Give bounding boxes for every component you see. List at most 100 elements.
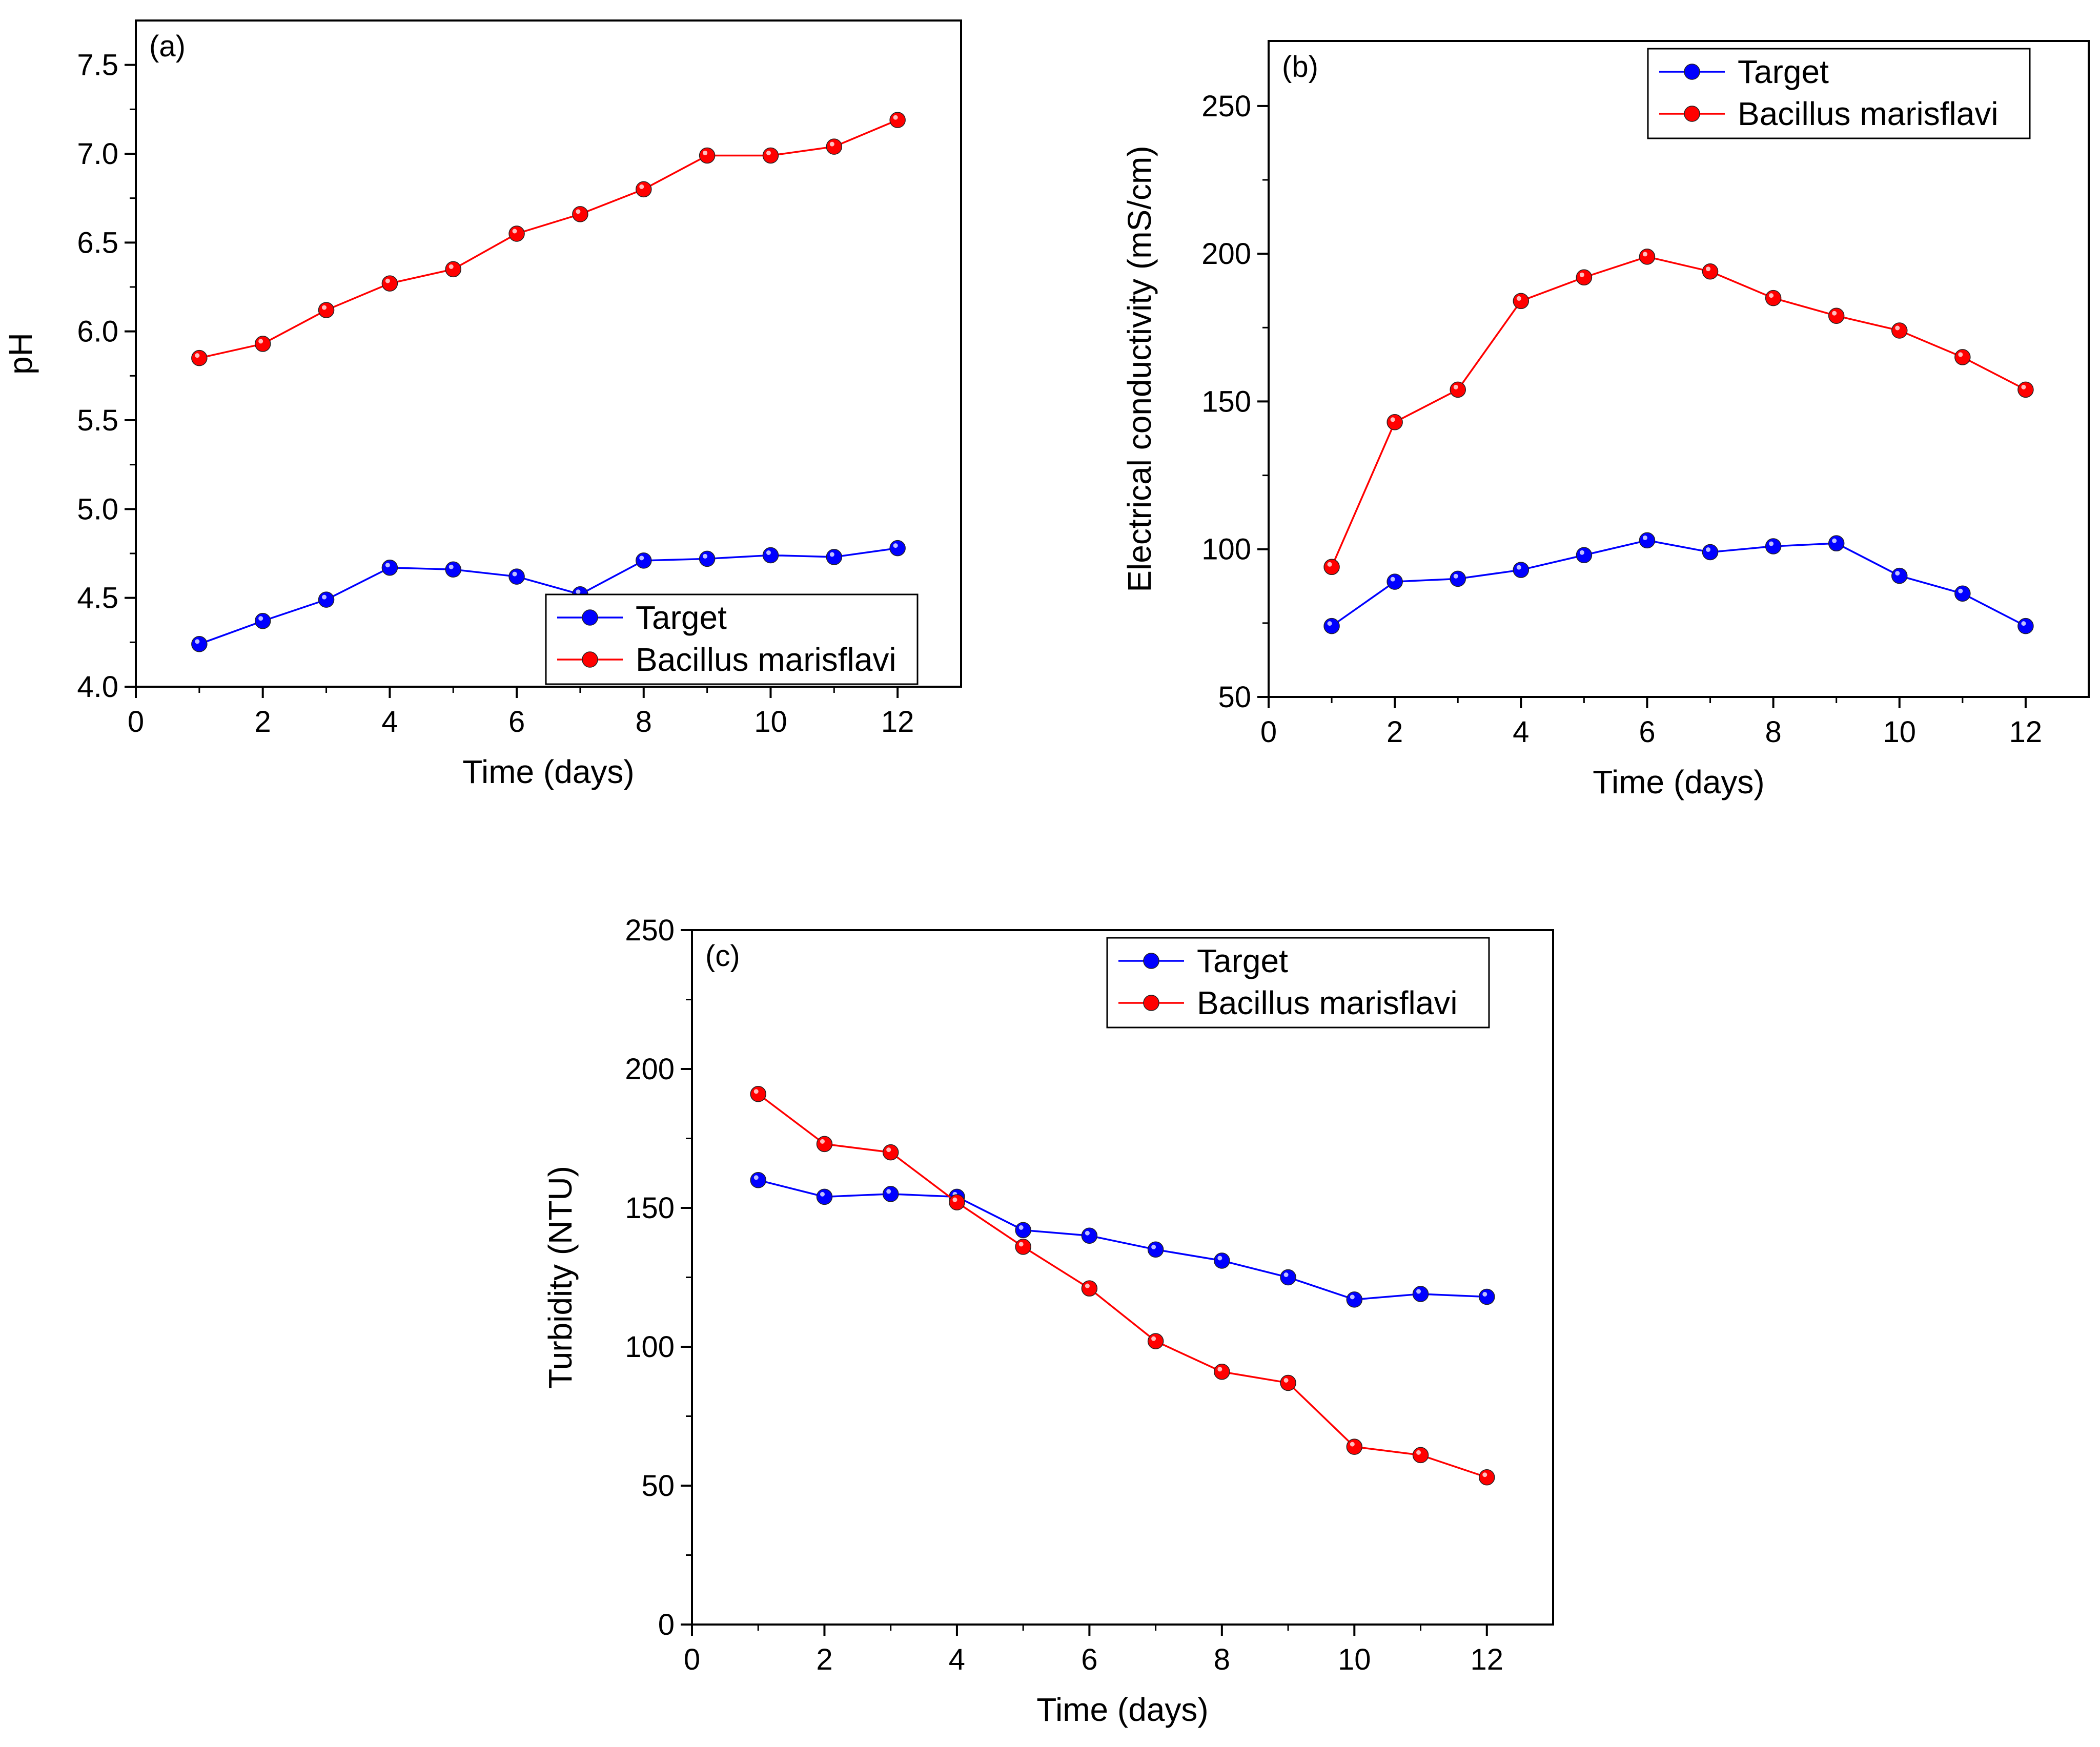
data-point (1765, 538, 1782, 554)
legend-entry-label: Target (1738, 53, 1829, 90)
data-point (1280, 1269, 1296, 1286)
data-point (1891, 567, 1908, 584)
x-tick-label: 6 (1639, 715, 1655, 749)
data-point-highlight (448, 564, 454, 569)
x-tick-label: 10 (1883, 715, 1916, 749)
x-tick-label: 0 (128, 705, 144, 738)
data-point-highlight (195, 639, 200, 644)
y-tick-label: 6.0 (77, 315, 118, 348)
data-point (191, 636, 208, 652)
data-point-highlight (1642, 252, 1647, 257)
data-point-highlight (385, 563, 390, 568)
data-point (254, 612, 271, 629)
data-point (1346, 1291, 1363, 1308)
data-point (1081, 1280, 1098, 1297)
legend-entry-label: Target (636, 599, 727, 636)
data-point-highlight (195, 353, 200, 358)
data-point (318, 591, 335, 608)
panel-label: (c) (705, 939, 740, 973)
legend-swatch-marker (1143, 995, 1159, 1011)
data-point (762, 147, 779, 164)
legend-swatch-marker (1684, 64, 1700, 80)
data-point (949, 1194, 965, 1210)
x-tick-label: 8 (1214, 1643, 1230, 1676)
data-point (191, 350, 208, 366)
data-point-highlight (1217, 1256, 1222, 1261)
plot-frame (1268, 40, 2090, 698)
data-point-highlight (2021, 384, 2026, 389)
data-point-highlight (1018, 1225, 1024, 1230)
data-point-highlight (1832, 311, 1837, 316)
y-tick-label: 150 (1201, 385, 1251, 418)
y-tick-label: 200 (1201, 237, 1251, 271)
data-point (1513, 293, 1530, 310)
y-tick-label: 7.0 (77, 137, 118, 171)
data-point (816, 1136, 833, 1153)
data-point-highlight (1642, 535, 1647, 540)
data-point-highlight (1516, 296, 1521, 301)
data-point-highlight (1453, 573, 1458, 579)
series-line (199, 119, 898, 359)
x-tick-label: 12 (881, 705, 914, 738)
x-tick-label: 12 (2009, 715, 2043, 749)
data-point-highlight (829, 552, 834, 557)
data-point-highlight (1579, 550, 1584, 555)
y-tick-label: 0 (658, 1608, 675, 1641)
data-point-highlight (1958, 588, 1963, 593)
data-point (381, 275, 398, 292)
data-point-highlight (753, 1089, 759, 1094)
data-point-highlight (1895, 325, 1900, 331)
data-point-highlight (703, 150, 708, 155)
data-point-highlight (1085, 1283, 1090, 1288)
data-point-highlight (820, 1191, 825, 1197)
data-point (1576, 269, 1593, 286)
data-point-highlight (1482, 1472, 1487, 1477)
data-point-highlight (1327, 562, 1332, 567)
x-tick-label: 2 (1387, 715, 1403, 749)
data-point-highlight (576, 589, 581, 594)
y-tick-label: 6.5 (77, 226, 118, 259)
x-tick-label: 12 (1471, 1643, 1504, 1676)
x-axis-title: Time (days) (1036, 1691, 1208, 1728)
data-point-highlight (952, 1197, 957, 1202)
y-tick-label: 250 (1201, 90, 1251, 123)
y-axis-title: Turbidity (NTU) (542, 1166, 579, 1389)
data-point (699, 550, 716, 567)
data-point-highlight (1453, 384, 1458, 389)
data-point-highlight (512, 229, 517, 234)
x-tick-label: 4 (381, 705, 398, 738)
data-point-highlight (820, 1139, 825, 1144)
data-point (1702, 544, 1719, 561)
y-axis-title: pH (2, 333, 39, 375)
x-tick-label: 6 (1081, 1643, 1097, 1676)
data-point-highlight (1516, 565, 1521, 570)
data-point-highlight (1217, 1367, 1222, 1372)
data-point (1323, 618, 1340, 634)
data-point-highlight (322, 594, 327, 600)
y-tick-label: 250 (625, 914, 675, 947)
chart-panel-electrical-conductivity: 0 2 4 6 8 10 12 50 100 150 200 250 Time (days) Electr… (1121, 40, 2090, 800)
x-tick-label: 6 (508, 705, 525, 738)
series-line (1331, 256, 2026, 568)
data-point (1891, 322, 1908, 339)
data-point-highlight (829, 141, 834, 147)
data-point-highlight (639, 556, 644, 561)
data-point (1412, 1286, 1429, 1302)
data-point-highlight (753, 1175, 759, 1180)
y-tick-label: 50 (1218, 681, 1251, 714)
data-point (254, 336, 271, 352)
data-point-highlight (1769, 293, 1774, 298)
legend-box (1647, 48, 2031, 139)
data-point-highlight (766, 150, 771, 155)
data-point-highlight (1958, 352, 1963, 357)
data-point-highlight (893, 543, 898, 548)
x-tick-label: 2 (816, 1643, 832, 1676)
data-point (826, 138, 843, 155)
data-point-highlight (576, 209, 581, 214)
data-point (882, 1186, 899, 1202)
data-point (636, 552, 652, 569)
data-point (1323, 559, 1340, 576)
data-point (445, 261, 461, 278)
x-tick-label: 8 (636, 705, 652, 738)
